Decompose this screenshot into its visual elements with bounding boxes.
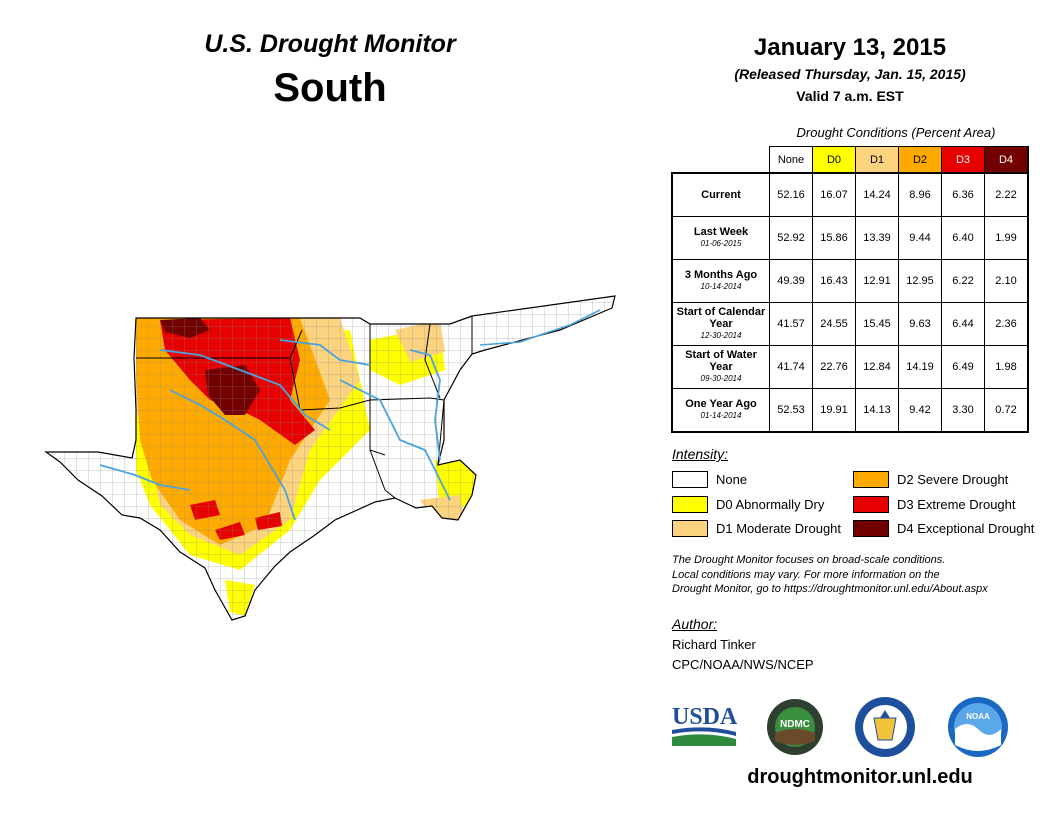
table-cell: 1.98 [984, 345, 1029, 389]
table-cell: 52.16 [769, 172, 813, 217]
release-date: (Released Thursday, Jan. 15, 2015) [734, 66, 966, 82]
legend-swatch [853, 520, 889, 537]
table-row: Start of Calendar Year 12-30-2014 41.57 2… [671, 302, 1029, 346]
legend-swatch [672, 496, 708, 513]
table-cell: 12.91 [855, 259, 899, 303]
table-cell: 14.19 [898, 345, 942, 389]
table-cell: 16.07 [812, 172, 856, 217]
legend-item-none: None [672, 471, 747, 488]
legend-item-d1: D1 Moderate Drought [672, 520, 841, 537]
ndmc-logo: NDMC [767, 699, 823, 755]
table-cell: 2.36 [984, 302, 1029, 346]
col-header-d1: D1 [855, 146, 899, 174]
table-cell: 15.45 [855, 302, 899, 346]
table-cell: 3.30 [941, 388, 985, 433]
valid-time: Valid 7 a.m. EST [796, 88, 904, 104]
author-name: Richard Tinker [672, 637, 756, 652]
table-cell: 9.63 [898, 302, 942, 346]
legend-label: D3 Extreme Drought [897, 497, 1016, 512]
legend-label: D0 Abnormally Dry [716, 497, 825, 512]
website-url: droughtmonitor.unl.edu [747, 766, 973, 788]
row-label: One Year Ago 01-14-2014 [671, 388, 770, 433]
row-label: Start of Water Year 09-30-2014 [671, 345, 770, 389]
table-cell: 12.84 [855, 345, 899, 389]
row-label: Last Week 01-06-2015 [671, 216, 770, 260]
table-cell: 0.72 [984, 388, 1029, 433]
row-label: Current [671, 172, 770, 217]
table-cell: 15.86 [812, 216, 856, 260]
table-cell: 13.39 [855, 216, 899, 260]
table-cell: 1.99 [984, 216, 1029, 260]
table-cell: 2.22 [984, 172, 1029, 217]
legend-label: D2 Severe Drought [897, 472, 1009, 487]
row-label: Start of Calendar Year 12-30-2014 [671, 302, 770, 346]
legend-swatch [853, 496, 889, 513]
table-cell: 6.49 [941, 345, 985, 389]
table-cell: 14.24 [855, 172, 899, 217]
row-label: 3 Months Ago 10-14-2014 [671, 259, 770, 303]
usda-logo: USDA [672, 704, 738, 746]
region-title: South [273, 66, 387, 110]
table-cell: 6.22 [941, 259, 985, 303]
note-line: The Drought Monitor focuses on broad-sca… [672, 554, 946, 566]
legend-label: D1 Moderate Drought [716, 521, 842, 536]
legend-label: D4 Exceptional Drought [897, 521, 1035, 536]
table-row: 3 Months Ago 10-14-2014 49.39 16.43 12.91… [671, 259, 1029, 303]
note-line: Local conditions may vary. For more info… [672, 568, 940, 581]
table-cell: 52.92 [769, 216, 813, 260]
table-cell: 12.95 [898, 259, 942, 303]
table-cell: 52.53 [769, 388, 813, 433]
legend-item-d0: D0 Abnormally Dry [672, 496, 824, 513]
table-cell: 9.44 [898, 216, 942, 260]
table-cell: 41.74 [769, 345, 813, 389]
author-title: Author: [672, 616, 718, 632]
table-cell: 41.57 [769, 302, 813, 346]
legend-item-d4: D4 Exceptional Drought [853, 520, 1034, 537]
table-header-row: None D0 D1 D2 D3 D4 [672, 146, 1029, 174]
noaa-logo: NOAA [948, 697, 1008, 757]
table-cell: 14.13 [855, 388, 899, 433]
table-cell: 19.91 [812, 388, 856, 433]
col-header-d3: D3 [941, 146, 985, 174]
legend-title: Intensity: [672, 446, 729, 462]
legend-label: None [716, 472, 748, 487]
table-row: One Year Ago 01-14-2014 52.53 19.91 14.13… [671, 388, 1029, 433]
table-cell: 16.43 [812, 259, 856, 303]
col-header-d4: D4 [984, 146, 1029, 174]
table-cell: 6.44 [941, 302, 985, 346]
table-cell: 8.96 [898, 172, 942, 217]
drought-monitor-note: The Drought Monitor focuses on broad-sca… [672, 553, 1042, 597]
col-header-d0: D0 [812, 146, 856, 174]
table-row: Start of Water Year 09-30-2014 41.74 22.7… [671, 345, 1029, 389]
table-cell: 24.55 [812, 302, 856, 346]
table-row: Last Week 01-06-2015 52.92 15.86 13.39 9.… [671, 216, 1029, 260]
legend-swatch [853, 471, 889, 488]
table-cell: 6.36 [941, 172, 985, 217]
table-cell: 49.39 [769, 259, 813, 303]
south-region-map [44, 295, 616, 621]
table-cell: 6.40 [941, 216, 985, 260]
col-header-none: None [769, 146, 813, 174]
table-row: Current 52.16 16.07 14.24 8.96 6.36 2.22 [671, 172, 1029, 217]
svg-text:USDA: USDA [672, 704, 738, 730]
table-cell: 2.10 [984, 259, 1029, 303]
legend-item-d3: D3 Extreme Drought [853, 496, 1016, 513]
svg-text:NDMC: NDMC [780, 719, 810, 730]
monitor-title: U.S. Drought Monitor [204, 30, 456, 58]
note-line: Drought Monitor, go to https://droughtmo… [672, 583, 988, 595]
drought-conditions-table: None D0 D1 D2 D3 D4 Current 52.16 16.07 … [671, 146, 1029, 433]
table-cell: 22.76 [812, 345, 856, 389]
author-organization: CPC/NOAA/NWS/NCEP [672, 657, 814, 672]
table-corner [672, 147, 770, 174]
legend-item-d2: D2 Severe Drought [853, 471, 1008, 488]
col-header-d2: D2 [898, 146, 942, 174]
map-date: January 13, 2015 [753, 34, 947, 61]
table-cell: 9.42 [898, 388, 942, 433]
commerce-seal-logo [855, 697, 915, 757]
legend-swatch [672, 520, 708, 537]
table-caption: Drought Conditions (Percent Area) [796, 125, 996, 140]
legend-swatch [672, 471, 708, 488]
svg-text:NOAA: NOAA [966, 712, 990, 721]
